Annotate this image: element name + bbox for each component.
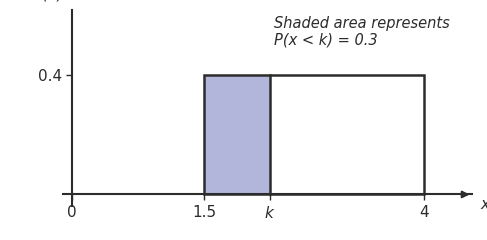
Text: Shaded area represents
P(x < k) = 0.3: Shaded area represents P(x < k) = 0.3 [275, 16, 450, 48]
Y-axis label: f(x): f(x) [38, 0, 64, 2]
Bar [204, 75, 270, 194]
X-axis label: x: x [480, 197, 487, 212]
Bar [204, 75, 424, 194]
